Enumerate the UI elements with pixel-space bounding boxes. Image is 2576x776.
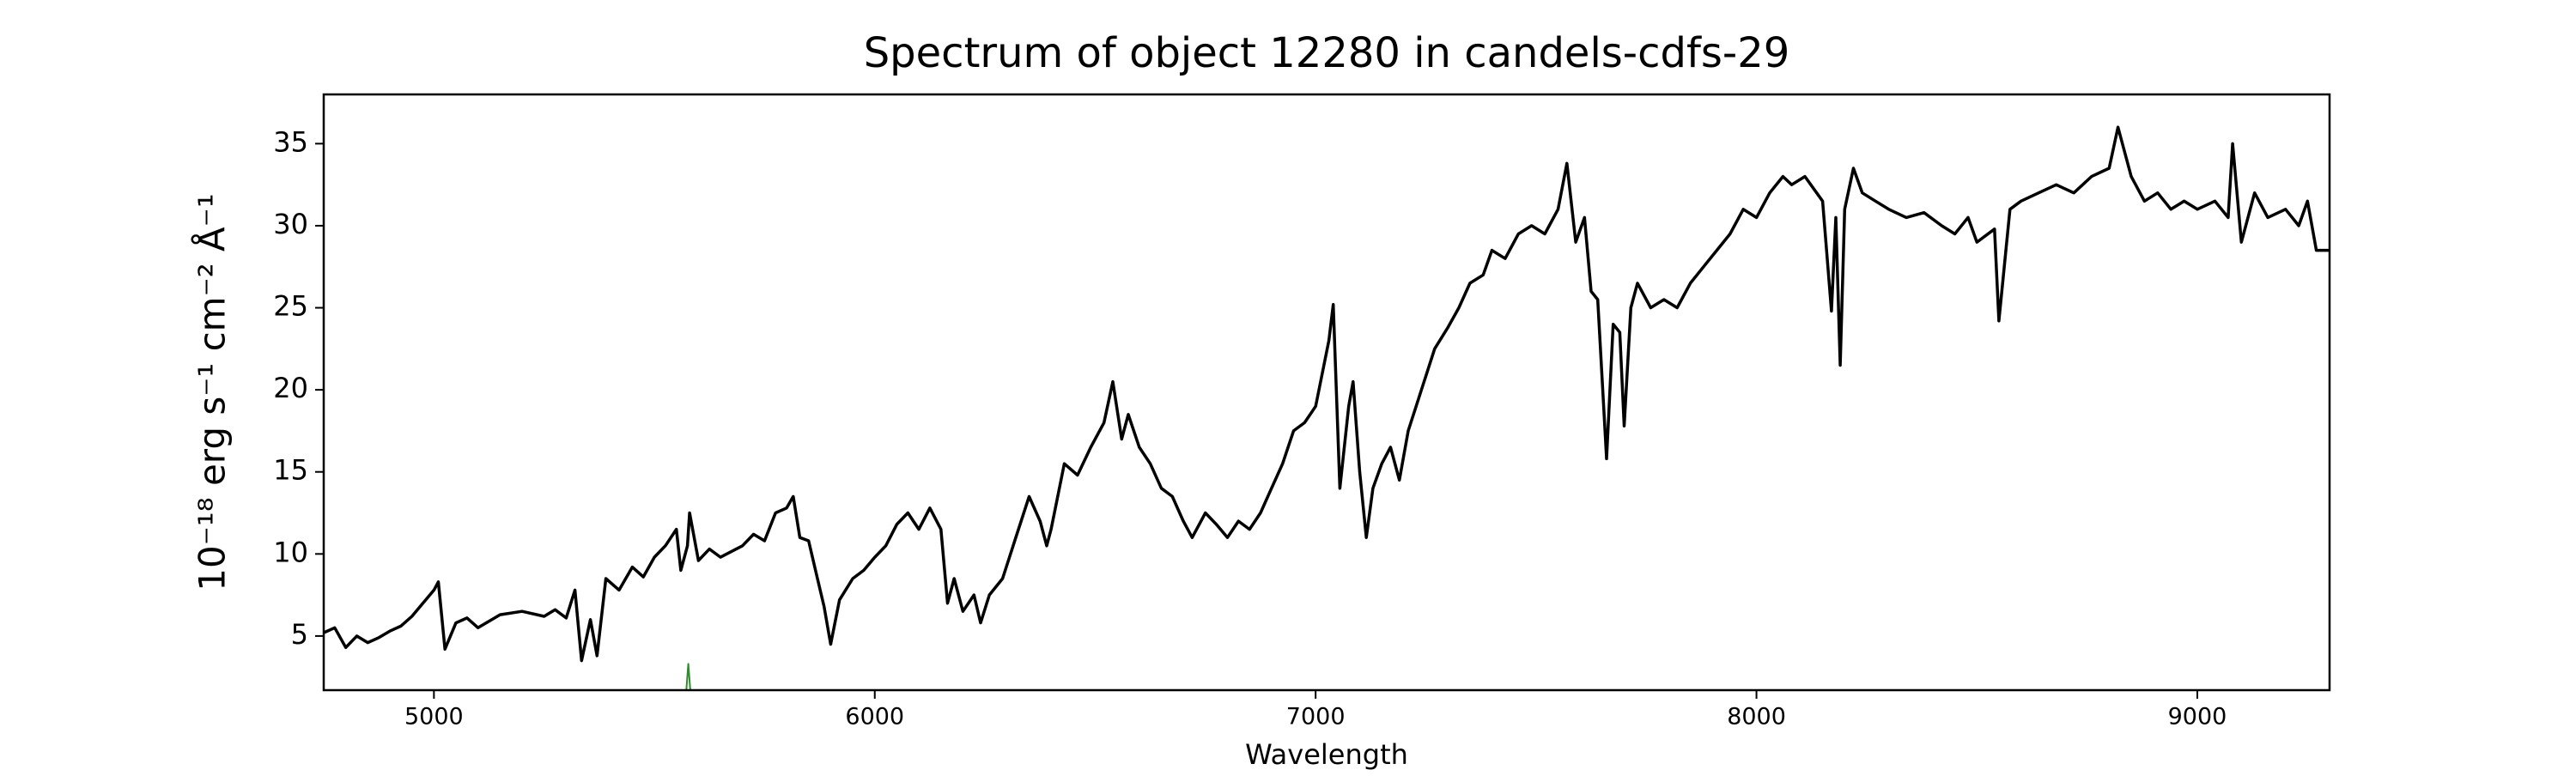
y-tick-label: 15 <box>273 454 308 487</box>
x-tick-label: 8000 <box>1727 704 1786 731</box>
plot-area <box>324 125 2330 690</box>
spectrum-line <box>324 125 2330 663</box>
x-tick-label: 5000 <box>404 704 464 731</box>
chart-title: Spectrum of object 12280 in candels-cdfs… <box>864 29 1790 77</box>
axes-frame <box>322 93 2331 692</box>
spectrum-line <box>685 663 691 690</box>
y-tick-label: 5 <box>291 618 308 651</box>
y-tick-label: 30 <box>273 208 308 240</box>
y-axis-label: 10⁻¹⁸ erg s⁻¹ cm⁻² Å⁻¹ <box>191 193 234 591</box>
y-tick-label: 35 <box>273 125 308 158</box>
y-tick-label: 25 <box>273 290 308 323</box>
x-axis-label: Wavelength <box>1245 738 1408 771</box>
x-tick-label: 6000 <box>845 704 904 731</box>
y-tick-label: 20 <box>273 372 308 404</box>
x-tick-label: 9000 <box>2168 704 2227 731</box>
y-tick-label: 10 <box>273 536 308 568</box>
x-tick-label: 7000 <box>1286 704 1346 731</box>
